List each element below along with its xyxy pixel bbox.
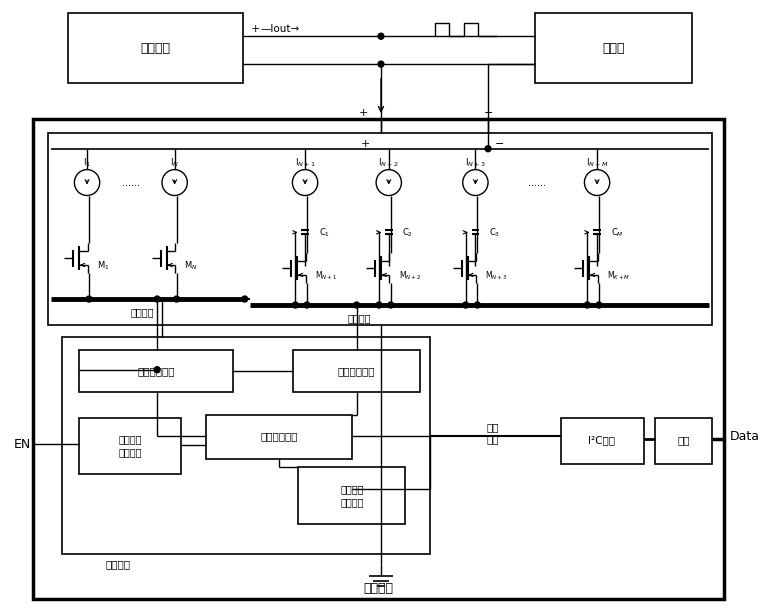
Text: 控制模块: 控制模块 xyxy=(105,559,131,569)
Text: ......: ...... xyxy=(121,178,140,188)
Circle shape xyxy=(584,302,591,308)
Bar xyxy=(62,337,429,554)
Text: C$_3$: C$_3$ xyxy=(489,226,500,239)
Text: 串口: 串口 xyxy=(678,435,690,445)
Text: 接收模块: 接收模块 xyxy=(340,497,364,507)
Circle shape xyxy=(388,302,393,308)
Circle shape xyxy=(463,170,488,196)
Bar xyxy=(561,418,644,464)
Text: +: + xyxy=(361,139,370,149)
Text: 控制模块: 控制模块 xyxy=(118,447,141,458)
Text: M$_{N+2}$: M$_{N+2}$ xyxy=(399,270,421,282)
Circle shape xyxy=(485,146,491,152)
Text: I²C模块: I²C模块 xyxy=(588,435,616,445)
Text: I$_{N+M}$: I$_{N+M}$ xyxy=(586,156,608,169)
Text: 瞬态使能: 瞬态使能 xyxy=(118,434,141,445)
Text: 待测电源: 待测电源 xyxy=(140,42,170,55)
Text: C$_M$: C$_M$ xyxy=(610,226,623,239)
Bar xyxy=(293,350,420,392)
Circle shape xyxy=(376,170,401,196)
Text: —Iout→: —Iout→ xyxy=(261,24,299,34)
Circle shape xyxy=(241,296,248,302)
Text: −: − xyxy=(495,139,504,149)
Bar xyxy=(206,415,351,459)
Circle shape xyxy=(378,61,384,67)
Circle shape xyxy=(584,170,610,196)
Circle shape xyxy=(354,302,360,308)
Bar xyxy=(298,467,406,524)
Text: M$_{N+3}$: M$_{N+3}$ xyxy=(485,270,507,282)
Text: +: + xyxy=(359,108,368,118)
Circle shape xyxy=(154,367,160,373)
Bar xyxy=(79,418,182,474)
Text: M$_{K+M}$: M$_{K+M}$ xyxy=(607,270,630,282)
Circle shape xyxy=(304,302,310,308)
Bar xyxy=(79,350,233,392)
Bar xyxy=(33,119,724,598)
Text: 电流调整模块: 电流调整模块 xyxy=(138,366,175,376)
Text: Data: Data xyxy=(730,430,759,443)
Text: 示波器: 示波器 xyxy=(602,42,625,55)
Text: 第二总线: 第二总线 xyxy=(348,313,371,323)
Text: 第一总线: 第一总线 xyxy=(131,307,154,317)
Text: 时钟信号: 时钟信号 xyxy=(340,484,364,494)
Bar xyxy=(67,14,243,83)
Circle shape xyxy=(596,302,602,308)
Circle shape xyxy=(74,170,99,196)
Circle shape xyxy=(293,170,318,196)
Text: −: − xyxy=(484,108,493,118)
Text: C$_2$: C$_2$ xyxy=(403,226,413,239)
Text: 模拟负载: 模拟负载 xyxy=(363,582,393,595)
Bar xyxy=(48,133,712,325)
Text: I$_N$: I$_N$ xyxy=(170,156,180,169)
Text: M$_{N+1}$: M$_{N+1}$ xyxy=(315,270,337,282)
Bar xyxy=(656,418,712,464)
Text: 并口: 并口 xyxy=(487,434,499,445)
Text: 数据处理模块: 数据处理模块 xyxy=(260,431,297,442)
Text: 延时调整模块: 延时调整模块 xyxy=(338,366,375,376)
Circle shape xyxy=(86,296,92,302)
Circle shape xyxy=(376,302,382,308)
Text: +: + xyxy=(251,24,260,34)
Circle shape xyxy=(378,33,384,39)
Text: I$_{N+2}$: I$_{N+2}$ xyxy=(378,156,399,169)
Text: I$_1$: I$_1$ xyxy=(83,156,91,169)
Circle shape xyxy=(293,302,298,308)
Circle shape xyxy=(154,296,160,302)
Text: M$_N$: M$_N$ xyxy=(184,260,198,272)
Text: I$_{N+3}$: I$_{N+3}$ xyxy=(465,156,486,169)
Circle shape xyxy=(173,296,180,302)
Text: EN: EN xyxy=(15,438,31,451)
Text: I$_{N+1}$: I$_{N+1}$ xyxy=(295,156,316,169)
Bar xyxy=(535,14,692,83)
Text: C$_1$: C$_1$ xyxy=(319,226,330,239)
Text: ......: ...... xyxy=(528,178,545,188)
Circle shape xyxy=(463,302,468,308)
Circle shape xyxy=(474,302,481,308)
Text: M$_1$: M$_1$ xyxy=(97,260,109,272)
Circle shape xyxy=(162,170,187,196)
Text: 并口: 并口 xyxy=(487,423,499,432)
